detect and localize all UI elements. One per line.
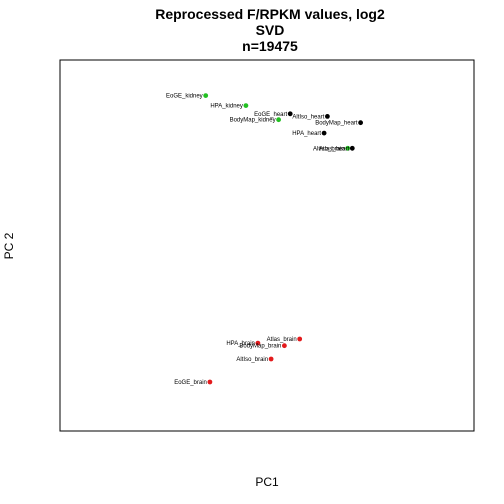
- point-label: Atlas_heart: [319, 146, 350, 152]
- data-point-altiso-brain: [345, 145, 351, 151]
- data-point-bodymap-brain: [282, 343, 287, 349]
- data-point-eoge-brain: [207, 379, 213, 385]
- data-point-altiso-brain: [268, 356, 274, 362]
- data-point-eoge-heart: [287, 111, 293, 117]
- point-label: AltIso_brain: [236, 357, 268, 363]
- x-axis-label: PC1: [255, 475, 279, 489]
- chart-title-line-2: SVD: [256, 22, 285, 38]
- point-label: BodyMap_kidney: [230, 118, 276, 124]
- point-label: HPA_kidney: [210, 104, 243, 110]
- data-point-atlas-brain: [297, 336, 303, 342]
- point-label: EoGE_kidney: [166, 94, 203, 100]
- point-label: BodyMap_brain: [239, 344, 281, 350]
- chart-title-line-3: n=19475: [242, 38, 298, 54]
- point-label: EoGE_brain: [174, 380, 207, 386]
- data-point-hpa-brain: [255, 340, 261, 346]
- data-point-bodymap-heart: [358, 120, 363, 126]
- point-label: AltIso_brain: [313, 146, 345, 152]
- y-axis-label: PC 2: [2, 232, 16, 259]
- data-point-hpa-kidney: [243, 103, 249, 108]
- point-label: AltIso_heart: [292, 114, 324, 120]
- data-point-altiso-heart: [325, 114, 330, 119]
- data-point-hpa-heart: [321, 130, 327, 136]
- data-point-eoge-kidney: [203, 93, 209, 98]
- point-label: BodyMap_heart: [315, 121, 358, 127]
- chart-title-line-1: Reprocessed F/RPKM values, log2: [155, 6, 385, 22]
- point-label: HPA_brain: [226, 341, 255, 347]
- plot-frame: [59, 59, 475, 432]
- point-label: HPA_heart: [292, 131, 321, 137]
- point-label: EoGE_heart: [254, 112, 287, 118]
- point-label: Atlas_brain: [267, 337, 297, 343]
- points-layer: EoGE_kidneyHPA_kidneyBodyMap_kidneyEoGE_…: [166, 93, 363, 386]
- data-point-atlas-heart: [349, 145, 355, 151]
- data-point-bodymap-kidney: [276, 117, 281, 123]
